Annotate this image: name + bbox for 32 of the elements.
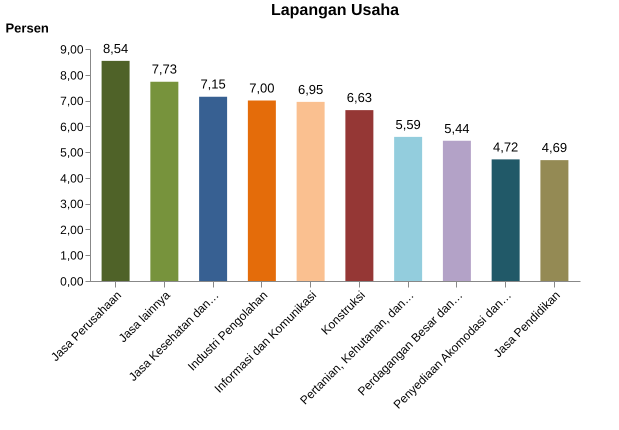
data-label: 7,00	[249, 80, 275, 96]
y-tick-label: 6,00	[60, 120, 84, 134]
bar	[394, 136, 422, 281]
data-label: 4,72	[492, 139, 518, 154]
y-tick-label: 3,00	[60, 197, 84, 212]
bar	[442, 140, 471, 281]
y-tick-label: 2,00	[60, 222, 84, 237]
bar	[345, 110, 374, 281]
data-label: 5,59	[395, 116, 421, 132]
bar	[492, 159, 520, 281]
y-tick-label: 5,00	[60, 146, 84, 160]
y-axis-title: Persen	[6, 20, 49, 36]
data-label: 7,15	[200, 76, 226, 92]
data-label: 7,73	[152, 62, 178, 77]
bar	[248, 100, 276, 281]
y-tick-label: 0,00	[60, 274, 84, 288]
data-label: 6,63	[346, 90, 372, 106]
bar	[150, 82, 178, 281]
data-label: 6,95	[298, 82, 324, 97]
data-label: 8,54	[102, 40, 128, 56]
y-tick-label: 7,00	[60, 94, 84, 108]
data-label: 4,69	[542, 140, 568, 156]
y-tick-label: 1,00	[60, 248, 84, 263]
y-tick-label: 8,00	[60, 68, 84, 82]
y-tick-label: 4,00	[60, 171, 84, 186]
bar	[296, 102, 325, 281]
chart-title: Lapangan Usaha	[270, 2, 400, 19]
data-label: 5,44	[444, 120, 470, 136]
bar	[102, 60, 130, 281]
bar	[540, 160, 568, 281]
y-tick-label: 9,00	[60, 42, 84, 56]
bar	[199, 96, 228, 281]
